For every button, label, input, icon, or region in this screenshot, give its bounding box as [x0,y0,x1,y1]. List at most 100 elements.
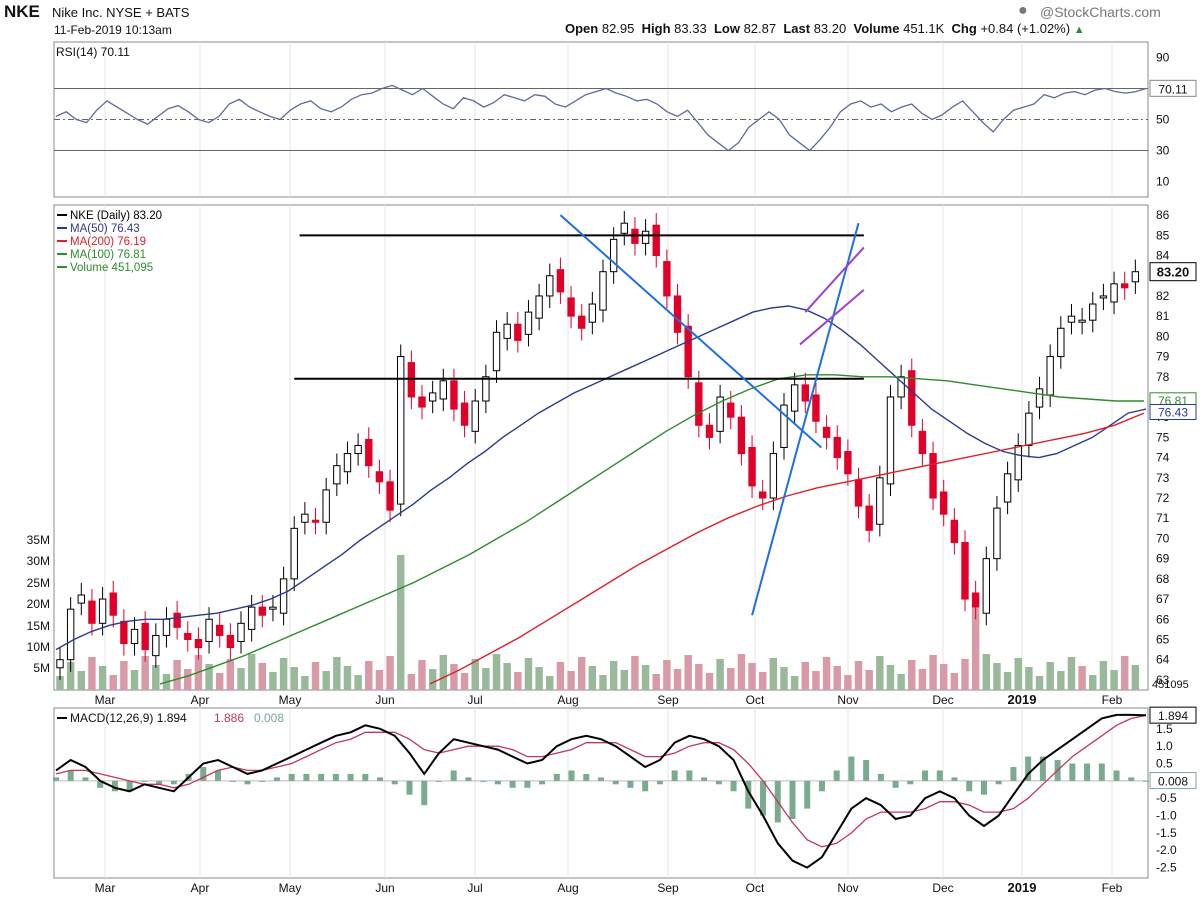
volume-bar [1057,671,1065,690]
candle-body [1089,303,1097,321]
candle-body [609,238,618,273]
candle-body [322,489,330,523]
volume-bar [939,664,948,690]
candle-body [876,477,884,525]
high-value: 83.33 [674,21,707,36]
macd-histogram-bar [1113,770,1120,781]
candle-body [439,380,447,400]
volume-bar [386,656,394,690]
rsi-legend: RSI(14) 70.11 [56,45,130,59]
rsi-y-tick: 10 [1156,175,1170,189]
candle-body [1035,388,1044,408]
candle-body [940,491,948,515]
volume-bar [1003,672,1012,690]
volume-bar [514,672,522,690]
candle-body [780,404,788,448]
candle-body [663,261,671,297]
candle-body [556,269,565,293]
candle-body [514,323,522,341]
macd-y-tick: 1.0 [1156,739,1173,753]
macd-histogram-bar [760,780,767,816]
volume-bar [812,671,820,690]
volume-bar [226,659,235,690]
candle-body [503,323,511,339]
trendline-uptrend [751,222,860,616]
macd-histogram-bar [435,780,442,782]
volume-bar [56,676,64,690]
volume-bar [258,663,267,690]
macd-histogram-bar [229,780,236,782]
price-y-tick: 78 [1156,370,1170,384]
trendline-downtrend [559,214,822,449]
macd-histogram-bar [701,777,708,781]
volume-bar [492,654,501,690]
volume-bar [652,674,660,690]
volume-bar [215,673,224,690]
volume-bar [588,666,597,690]
candle-body [1046,356,1054,396]
x-tick-label: Jul [467,881,482,895]
volume-bar [780,667,788,690]
volume-bar [524,658,533,690]
volume-bar [141,656,149,690]
volume-bar [705,673,714,690]
volume-bar [311,662,320,690]
macd-histogram-bar [332,773,339,781]
price-legend-item: MA(50) 76.43 [70,223,140,235]
candle-body [354,444,362,455]
price-y-tick: 82 [1156,289,1170,303]
macd-histogram-bar [170,780,177,785]
volume-bar [460,673,469,690]
macd-histogram-bar [156,780,163,785]
volume-bar [301,676,309,690]
price-legend-item: MA(100) 76.81 [70,249,146,261]
macd-histogram-bar [1039,756,1046,781]
volume-bar [109,675,117,690]
x-tick-label: 2019 [1008,880,1037,895]
macd-histogram-bar [818,780,825,792]
ma200-line [429,412,1145,685]
low-label: Low [713,21,740,36]
macd-histogram-bar [627,780,634,788]
candle-body [1025,412,1033,446]
rsi-y-tick: 50 [1156,113,1170,127]
macd-histogram-bar [465,777,472,781]
candle-body [130,628,139,645]
volume-bar [439,655,448,690]
macd-histogram-bar [1010,766,1017,781]
volume-bar [865,670,873,690]
price-y-tick: 81 [1156,309,1170,323]
rsi-y-tick: 30 [1156,144,1170,158]
volume-bar [673,669,682,690]
rsi-last-value: 70.11 [1158,82,1187,96]
ohlc-readout: Open 82.95 High 83.33 Low 82.87 Last 83.… [565,21,1085,36]
macd-histogram-bar [67,770,74,781]
x-tick-label: Jun [375,881,394,895]
volume-bar [769,658,778,690]
volume-bar [609,661,618,690]
price-y-tick: 64 [1156,653,1170,667]
volume-bar [1067,657,1076,690]
volume-bar [88,657,96,690]
trendline-channel-lower [799,289,865,346]
candle-body [1078,319,1086,323]
macd-histogram-bar [509,780,516,788]
macd-signal-line [55,714,1147,848]
volume-bar [66,662,75,690]
volume-bar [684,655,692,690]
macd-histogram-bar [494,780,501,785]
price-y-tick: 65 [1156,632,1170,646]
candle-body [918,430,927,455]
volume-bar [1025,667,1033,690]
x-tick-label: Mar [95,693,116,707]
macd-y-tick: -1.5 [1156,826,1177,840]
price-legend-item: MA(200) 76.19 [70,236,146,248]
volume-bar [205,664,213,690]
volume-bar [620,670,629,690]
x-tick-label: Apr [191,881,210,895]
candle-body [929,453,937,499]
price-y-tick: 68 [1156,572,1170,586]
candle-body [790,384,799,412]
price-y-tick: 86 [1156,208,1170,222]
volume-bar [1046,662,1054,690]
